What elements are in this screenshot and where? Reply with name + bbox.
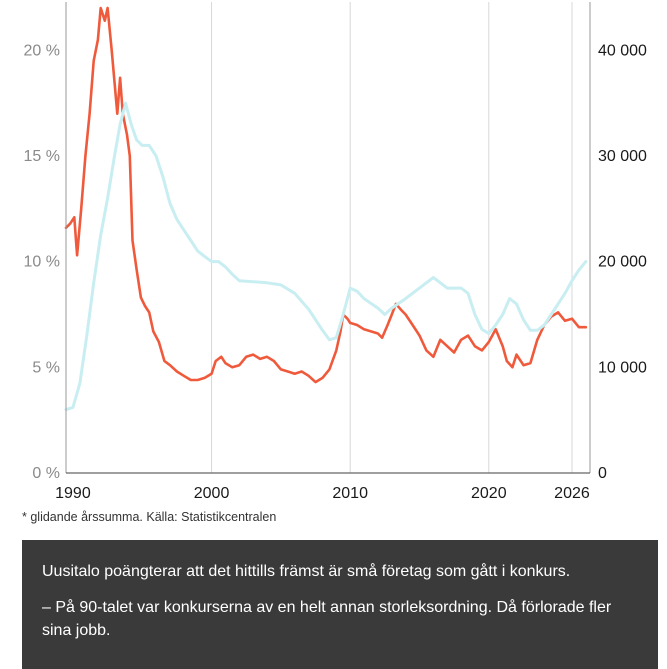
- chart-ticks: 0 % 5 % 10 % 15 % 20 % 0 10 000 20 000 30 000 40 …: [24, 42, 648, 502]
- footnote: * glidande årssumma. Källa: Statistikcen…: [22, 510, 277, 524]
- chart: 0 % 5 % 10 % 15 % 20 % 0 10 000 20 000 30 000 40 …: [24, 2, 648, 502]
- series-line-right: [64, 101, 588, 412]
- y-right-tick-label: 10 000: [598, 359, 647, 376]
- chart-grid: [211, 2, 573, 473]
- chart-axes: [65, 2, 591, 474]
- x-tick-label: 2010: [332, 485, 368, 502]
- series-line-left: [64, 6, 588, 384]
- y-right-tick-label: 0: [598, 465, 607, 482]
- y-left-tick-label: 10 %: [24, 254, 60, 271]
- y-right-tick-label: 40 000: [598, 42, 647, 59]
- y-right-tick-label: 20 000: [598, 254, 647, 271]
- quote-paragraph: Uusitalo poängterar att det hittills frä…: [42, 563, 571, 580]
- x-tick-label: 1990: [55, 485, 91, 502]
- quote-paragraph: – På 90-talet var konkurserna av en helt…: [42, 599, 612, 639]
- y-left-tick-label: 15 %: [24, 148, 60, 165]
- quote-box: Uusitalo poängterar att det hittills frä…: [22, 540, 658, 669]
- x-tick-label: 2026: [554, 485, 590, 502]
- chart-series: [64, 6, 588, 412]
- y-right-tick-label: 30 000: [598, 148, 647, 165]
- y-left-tick-label: 20 %: [24, 42, 60, 59]
- y-left-tick-label: 5 %: [32, 359, 60, 376]
- y-left-tick-label: 0 %: [32, 465, 60, 482]
- x-tick-label: 2020: [471, 485, 507, 502]
- x-tick-label: 2000: [194, 485, 230, 502]
